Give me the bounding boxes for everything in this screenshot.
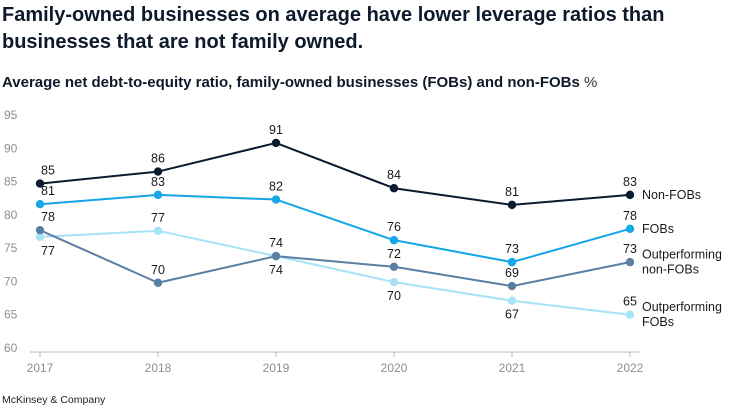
data-points — [35, 138, 635, 319]
data-point — [271, 138, 281, 148]
y-tick-label: 85 — [4, 175, 18, 189]
x-tick-label: 2019 — [263, 361, 290, 375]
data-point — [271, 195, 281, 204]
series-line — [39, 141, 631, 206]
subtitle-text: Average net debt-to-equity ratio, family… — [2, 74, 580, 91]
series-label: Outperforming non-FOBs — [642, 248, 722, 277]
data-label: 85 — [41, 164, 55, 178]
y-axis: 60 65 70 75 80 85 90 95 — [4, 108, 18, 355]
data-label: 73 — [505, 242, 519, 256]
y-tick-label: 60 — [4, 341, 18, 355]
data-label: 65 — [623, 295, 637, 309]
series-label-line: FOBs — [642, 222, 674, 236]
x-tick-label: 2020 — [381, 361, 408, 375]
x-tick-label: 2018 — [145, 361, 172, 375]
data-point — [35, 200, 45, 209]
data-label: 70 — [151, 263, 165, 277]
data-label: 83 — [151, 175, 165, 189]
data-label: 81 — [505, 185, 519, 199]
data-point — [153, 278, 163, 287]
data-point — [507, 281, 517, 291]
series-label: FOBs — [642, 222, 674, 236]
data-label: 78 — [41, 210, 55, 224]
data-label: 73 — [623, 242, 637, 256]
headline: Family-owned businesses on average have … — [2, 4, 665, 53]
data-point — [625, 190, 635, 200]
data-label: 82 — [269, 180, 283, 194]
y-tick-label: 70 — [4, 274, 18, 288]
data-point — [389, 184, 399, 193]
data-label: 69 — [505, 266, 519, 280]
data-point — [625, 224, 635, 234]
data-label: 74 — [269, 263, 283, 277]
data-point — [389, 277, 399, 287]
data-label: 83 — [623, 175, 637, 189]
data-point — [507, 257, 517, 267]
data-point — [35, 232, 45, 242]
y-tick-label: 95 — [4, 108, 18, 122]
series-line — [39, 229, 631, 316]
data-point — [625, 310, 635, 319]
data-label: 76 — [387, 220, 401, 234]
data-label: 72 — [387, 247, 401, 261]
data-point — [271, 251, 281, 261]
y-tick-label: 75 — [4, 241, 18, 255]
x-tick-label: 2022 — [617, 361, 644, 375]
unit-label: % — [584, 74, 598, 91]
series-label-line: non-FOBs — [642, 263, 699, 277]
data-point — [35, 179, 45, 188]
data-point — [625, 257, 635, 267]
data-labels: 77 77 74 70 67 65 78 70 74 72 69 73 81 83 82 76 73 78 85 86… — [41, 123, 637, 322]
y-tick-label: 80 — [4, 208, 18, 222]
x-tick-label: 2017 — [27, 361, 54, 375]
data-label: 77 — [41, 244, 55, 258]
data-label: 91 — [269, 123, 283, 137]
data-point — [389, 262, 399, 271]
y-tick-label: 90 — [4, 141, 18, 155]
chart-subtitle: Average net debt-to-equity ratio, family… — [2, 74, 722, 91]
source-credit: McKinsey & Company — [2, 394, 106, 406]
data-label: 67 — [505, 308, 519, 322]
data-label: 81 — [41, 184, 55, 198]
series-lines — [39, 141, 631, 316]
series-label-line: Outperforming — [642, 300, 722, 314]
data-label: 74 — [269, 236, 283, 250]
data-point — [153, 226, 163, 236]
data-point — [507, 296, 517, 305]
data-point — [153, 167, 163, 176]
data-point — [507, 200, 517, 210]
data-label: 84 — [387, 168, 401, 182]
data-label: 78 — [623, 209, 637, 223]
series-line — [39, 229, 631, 288]
data-point — [389, 235, 399, 245]
series-label-line: Outperforming — [642, 248, 722, 262]
series-label-line: Non-FOBs — [642, 188, 701, 202]
data-point — [35, 225, 45, 235]
series-label: Non-FOBs — [642, 188, 701, 202]
data-label: 70 — [387, 289, 401, 303]
series-line — [39, 193, 631, 264]
x-axis: 2017 2018 2019 2020 2021 2022 — [27, 351, 644, 375]
data-label: 77 — [151, 211, 165, 225]
data-label: 86 — [151, 152, 165, 166]
x-tick-label: 2021 — [499, 361, 526, 375]
series-label: Outperforming FOBs — [642, 300, 722, 329]
series-label-line: FOBs — [642, 315, 674, 329]
y-tick-label: 65 — [4, 308, 18, 322]
data-point — [153, 190, 163, 200]
